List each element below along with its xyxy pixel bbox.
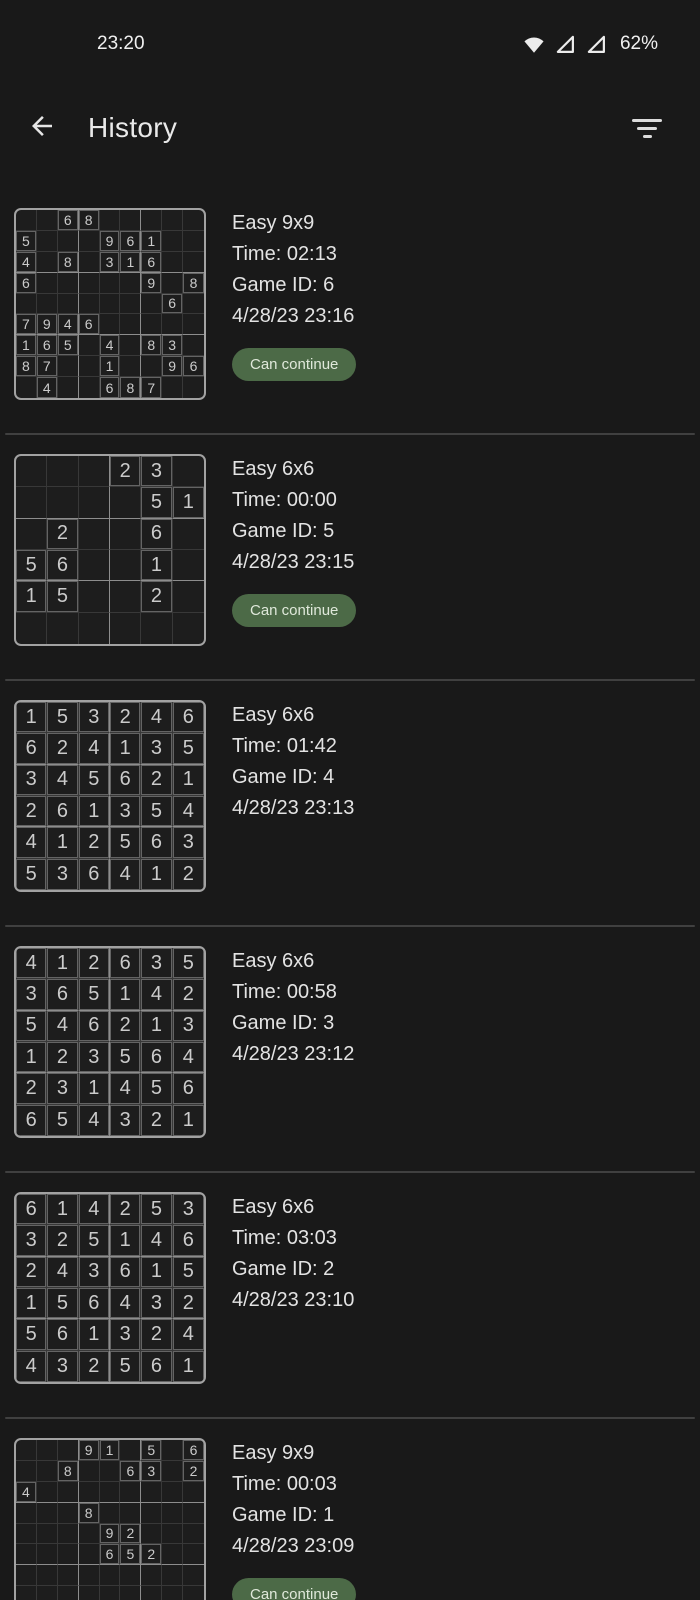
entry-title: Easy 6x6 — [232, 704, 315, 726]
entry-game-id: Game ID: 5 — [232, 520, 335, 542]
entry-time: Time: 01:42 — [232, 735, 337, 757]
can-continue-badge: Can continue — [232, 1578, 357, 1600]
entry-date: 4/28/23 23:12 — [232, 1043, 355, 1065]
status-time: 23:20 — [97, 33, 145, 54]
filter-button[interactable] — [627, 108, 667, 148]
entry-divider — [5, 679, 695, 681]
entry-title: Easy 6x6 — [232, 1196, 315, 1218]
entry-divider — [5, 433, 695, 435]
entry-info: Easy 6x6 Time: 00:58 Game ID: 3 4/28/23 … — [232, 946, 354, 1138]
entry-date: 4/28/23 23:16 — [232, 305, 355, 327]
entry-date: 4/28/23 23:15 — [232, 551, 355, 573]
entry-game-id: Game ID: 6 — [232, 274, 335, 296]
battery-percent: 62% — [619, 33, 658, 54]
app-bar: History — [0, 88, 700, 168]
entry-game-id: Game ID: 4 — [232, 766, 335, 788]
entry-divider — [5, 1417, 695, 1419]
entry-divider — [5, 1171, 695, 1173]
entry-title: Easy 9x9 — [232, 212, 315, 234]
wifi-icon — [523, 33, 545, 55]
entry-date: 4/28/23 23:10 — [232, 1289, 355, 1311]
entry-info: Easy 9x9 Time: 02:13 Game ID: 6 4/28/23 … — [232, 208, 357, 400]
entry-info: Easy 9x9 Time: 00:03 Game ID: 1 4/28/23 … — [232, 1438, 357, 1600]
filter-list-icon — [632, 118, 662, 138]
signal-triangle-icon-2 — [585, 33, 607, 55]
status-bar: 23:20 62% — [0, 0, 700, 88]
entry-time: Time: 00:58 — [232, 981, 337, 1003]
entry-title: Easy 9x9 — [232, 1442, 315, 1464]
entry-info: Easy 6x6 Time: 01:42 Game ID: 4 4/28/23 … — [232, 700, 354, 892]
entry-time: Time: 00:00 — [232, 489, 337, 511]
back-button[interactable] — [22, 108, 62, 148]
entry-title: Easy 6x6 — [232, 458, 315, 480]
page-title: History — [88, 112, 178, 143]
arrow-back-icon — [27, 111, 57, 146]
can-continue-badge: Can continue — [232, 594, 357, 627]
entry-game-id: Game ID: 3 — [232, 1012, 335, 1034]
signal-triangle-icon — [554, 33, 576, 55]
entry-info: Easy 6x6 Time: 03:03 Game ID: 2 4/28/23 … — [232, 1192, 354, 1384]
entry-game-id: Game ID: 2 — [232, 1258, 335, 1280]
entry-title: Easy 6x6 — [232, 950, 315, 972]
entry-time: Time: 02:13 — [232, 243, 337, 265]
entry-date: 4/28/23 23:13 — [232, 797, 355, 819]
entry-divider — [5, 925, 695, 927]
entry-game-id: Game ID: 1 — [232, 1504, 335, 1526]
entry-time: Time: 00:03 — [232, 1473, 337, 1495]
entry-date: 4/28/23 23:09 — [232, 1535, 355, 1557]
entry-info: Easy 6x6 Time: 00:00 Game ID: 5 4/28/23 … — [232, 454, 357, 646]
entry-time: Time: 03:03 — [232, 1227, 337, 1249]
can-continue-badge: Can continue — [232, 348, 357, 381]
